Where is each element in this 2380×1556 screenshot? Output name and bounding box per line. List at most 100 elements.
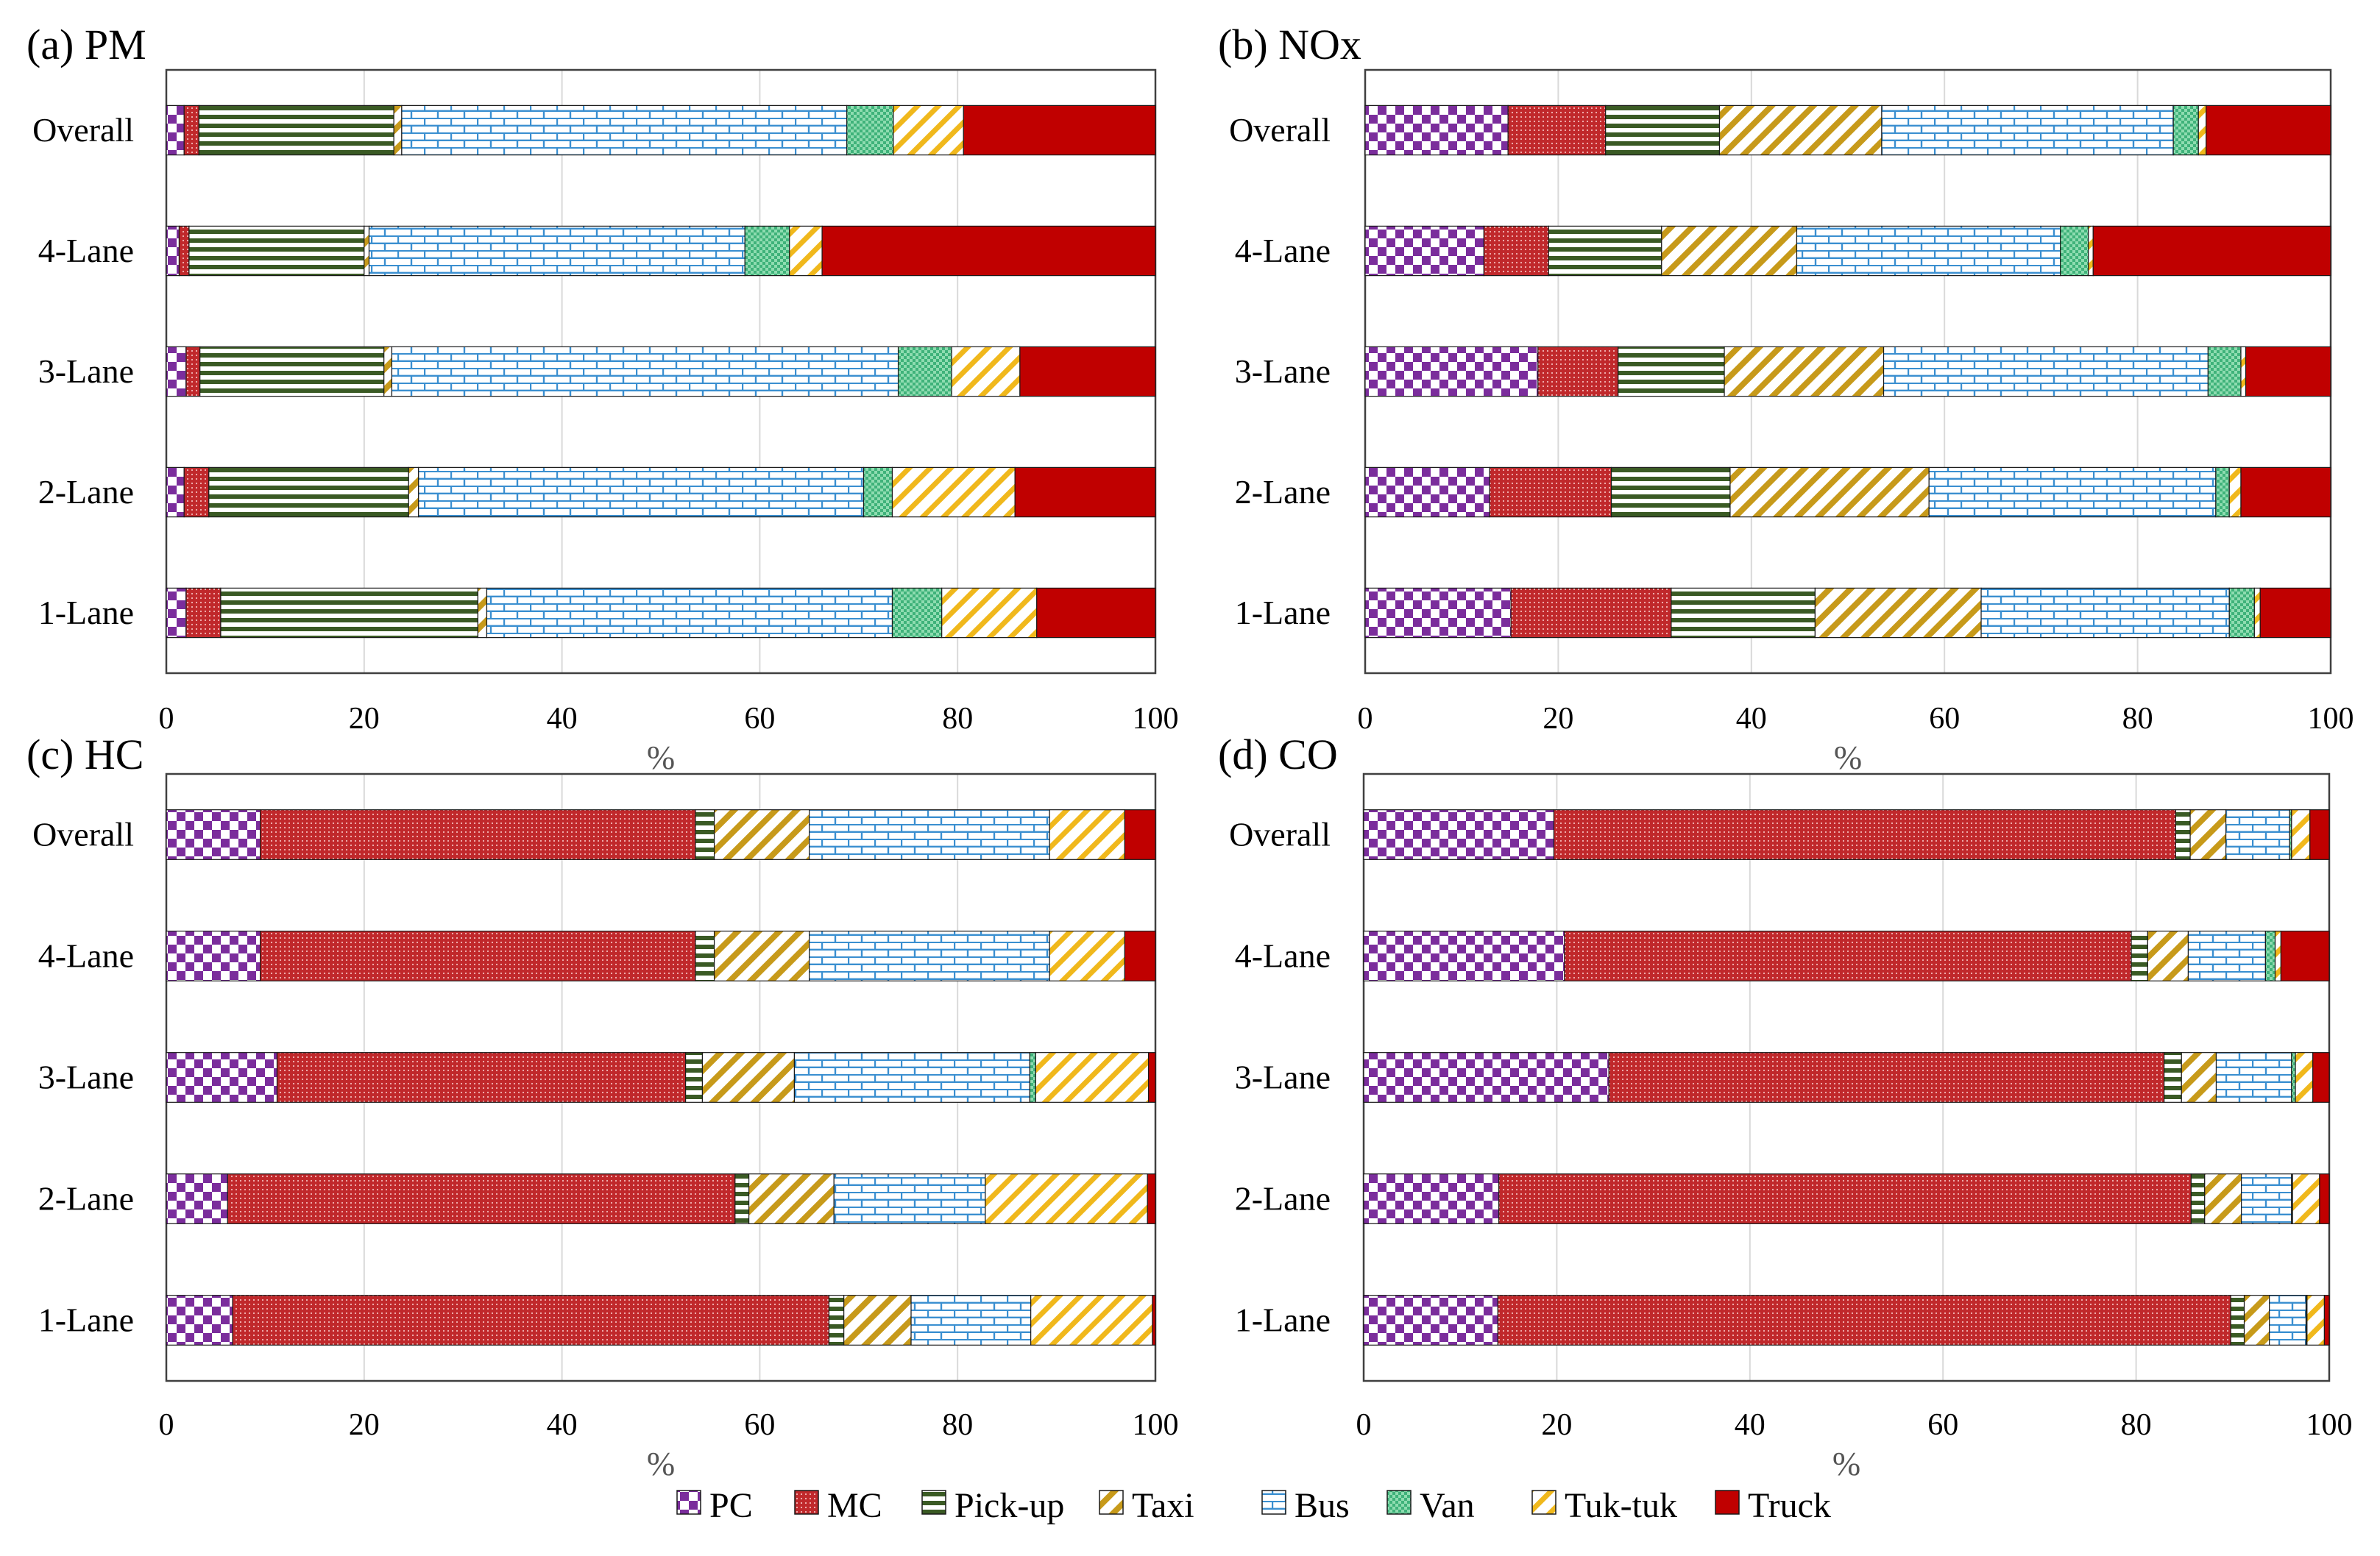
bar-segment-van <box>846 104 894 156</box>
x-tick-label: 80 <box>2122 702 2153 736</box>
bar-segment-pc <box>166 1295 233 1346</box>
x-tick-label: 0 <box>1356 1408 1372 1442</box>
bar-segment-truck <box>2280 931 2330 981</box>
bar-segment-tuk-tuk <box>2274 931 2282 981</box>
category-label: 4-Lane <box>1235 232 1331 269</box>
legend-swatch-pc <box>676 1490 701 1515</box>
bar-segment-truck <box>2312 1052 2330 1103</box>
bar-segment-truck <box>1014 466 1156 518</box>
bar-segment-van <box>2172 104 2199 156</box>
bar-segment-taxi <box>713 809 810 860</box>
bar-segment-bus <box>808 931 1050 981</box>
bar-segment-mc <box>185 346 201 397</box>
bar-segment-mc <box>1553 809 2176 860</box>
bar-segment-bus <box>1928 466 2217 518</box>
bar-segment-van <box>2291 1052 2296 1103</box>
panel-nox: (b) NOx Overall 4-Lane 3-Lane 2-Lane 1-Lane 0 2… <box>1218 21 2354 776</box>
bar-segment-taxi <box>713 931 810 981</box>
category-label: 1-Lane <box>1235 594 1331 631</box>
category-label: 2-Lane <box>1235 473 1331 511</box>
bar-segment-mc <box>178 225 190 277</box>
bar-segment-mc <box>1608 1052 2165 1103</box>
legend-swatch-tuk-tuk <box>1531 1490 1556 1515</box>
bar-segment-truck <box>1152 1295 1156 1346</box>
x-axis-label: % <box>1834 739 1862 776</box>
bar-segment-truck <box>2323 1295 2330 1346</box>
bar-segment-truck <box>1124 809 1156 860</box>
legend: PC MC Pick-up Taxi Bus Van Tuk-tuk Truck <box>676 1486 1831 1525</box>
bar-segment-taxi <box>2181 1052 2217 1103</box>
x-tick-label: 20 <box>1541 1408 1572 1442</box>
category-label: 3-Lane <box>1235 352 1331 390</box>
legend-label-taxi: Taxi <box>1132 1486 1194 1525</box>
panel-title: (a) PM <box>26 21 146 68</box>
bar-segment-mc <box>276 1052 687 1103</box>
x-tick-label: 60 <box>1927 1408 1958 1442</box>
bar-segment-truck <box>2259 587 2331 639</box>
bar-segment-tuk-tuk <box>2253 587 2261 639</box>
bar-segment-van <box>2228 587 2255 639</box>
x-tick-label: 100 <box>2306 1408 2353 1442</box>
category-label: 3-Lane <box>38 352 134 390</box>
bar-segment-pc <box>166 225 180 277</box>
bar-segment-taxi <box>393 104 403 156</box>
bar-segment-bus <box>401 104 848 156</box>
bar-segment-truck <box>2206 104 2331 156</box>
x-tick-label: 60 <box>744 1408 775 1442</box>
category-label: 4-Lane <box>1235 937 1331 975</box>
bar-segment-mc <box>185 587 222 639</box>
bar-segment-bus <box>2225 809 2290 860</box>
legend-label-van: Van <box>1420 1486 1475 1525</box>
bar-segment-tuk-tuk <box>891 466 1016 518</box>
x-tick-label: 40 <box>547 702 578 736</box>
bar-segment-mc <box>1483 225 1549 277</box>
bar-segment-pc <box>1364 346 1539 397</box>
category-label: Overall <box>1229 111 1331 149</box>
legend-label-tuk-tuk: Tuk-tuk <box>1565 1486 1677 1525</box>
bar-segment-pc <box>166 809 261 860</box>
bar-segment-truck <box>1124 931 1156 981</box>
bar-segment-pick-up <box>188 225 365 277</box>
bar-segment-pick-up <box>2190 1173 2206 1224</box>
bar-segment-mc <box>232 1295 830 1346</box>
category-label: 1-Lane <box>38 594 134 631</box>
bar-segment-mc <box>1564 931 2132 981</box>
bar-segment-tuk-tuk <box>941 587 1038 639</box>
x-tick-label: 20 <box>1543 702 1573 736</box>
bar-segment-taxi <box>2204 1173 2242 1224</box>
category-label: 2-Lane <box>38 1180 134 1218</box>
bar-segment-pick-up <box>1618 346 1725 397</box>
bar-segment-tuk-tuk <box>893 104 964 156</box>
bar-segment-bus <box>1883 346 2209 397</box>
bar-segment-truck <box>2319 1173 2330 1224</box>
bar-segment-taxi <box>748 1173 835 1224</box>
bar-segment-pick-up <box>2230 1295 2245 1346</box>
bar-segment-truck <box>1036 587 1156 639</box>
bar-segment-taxi <box>408 466 419 518</box>
bar-segment-pc <box>1363 1295 1498 1346</box>
bar-segment-tuk-tuk <box>2291 809 2311 860</box>
legend-label-mc: MC <box>827 1486 882 1525</box>
bar-segment-van <box>891 587 943 639</box>
bar-segment-taxi <box>1724 346 1885 397</box>
x-tick-label: 80 <box>942 702 973 736</box>
bar-segment-bus <box>486 587 893 639</box>
bar-segment-mc <box>227 1173 736 1224</box>
bar-segment-pick-up <box>1671 587 1816 639</box>
x-tick-label: 0 <box>159 702 174 736</box>
bar-segment-tuk-tuk <box>1049 809 1125 860</box>
x-tick-label: 40 <box>1736 702 1767 736</box>
bar-segment-truck <box>2092 225 2331 277</box>
bar-segment-van <box>2215 466 2230 518</box>
category-label: 1-Lane <box>1235 1301 1331 1339</box>
bar-segment-pick-up <box>208 466 409 518</box>
panel-title: (d) CO <box>1218 731 1338 778</box>
bar-segment-pc <box>1364 104 1509 156</box>
bar-segment-pc <box>1363 931 1565 981</box>
bar-segment-mc <box>260 931 696 981</box>
bar-segment-tuk-tuk <box>789 225 823 277</box>
x-tick-label: 40 <box>547 1408 578 1442</box>
category-label: 1-Lane <box>38 1301 134 1339</box>
legend-swatch-bus <box>1261 1490 1286 1515</box>
bar-segment-mc <box>1497 1295 2231 1346</box>
